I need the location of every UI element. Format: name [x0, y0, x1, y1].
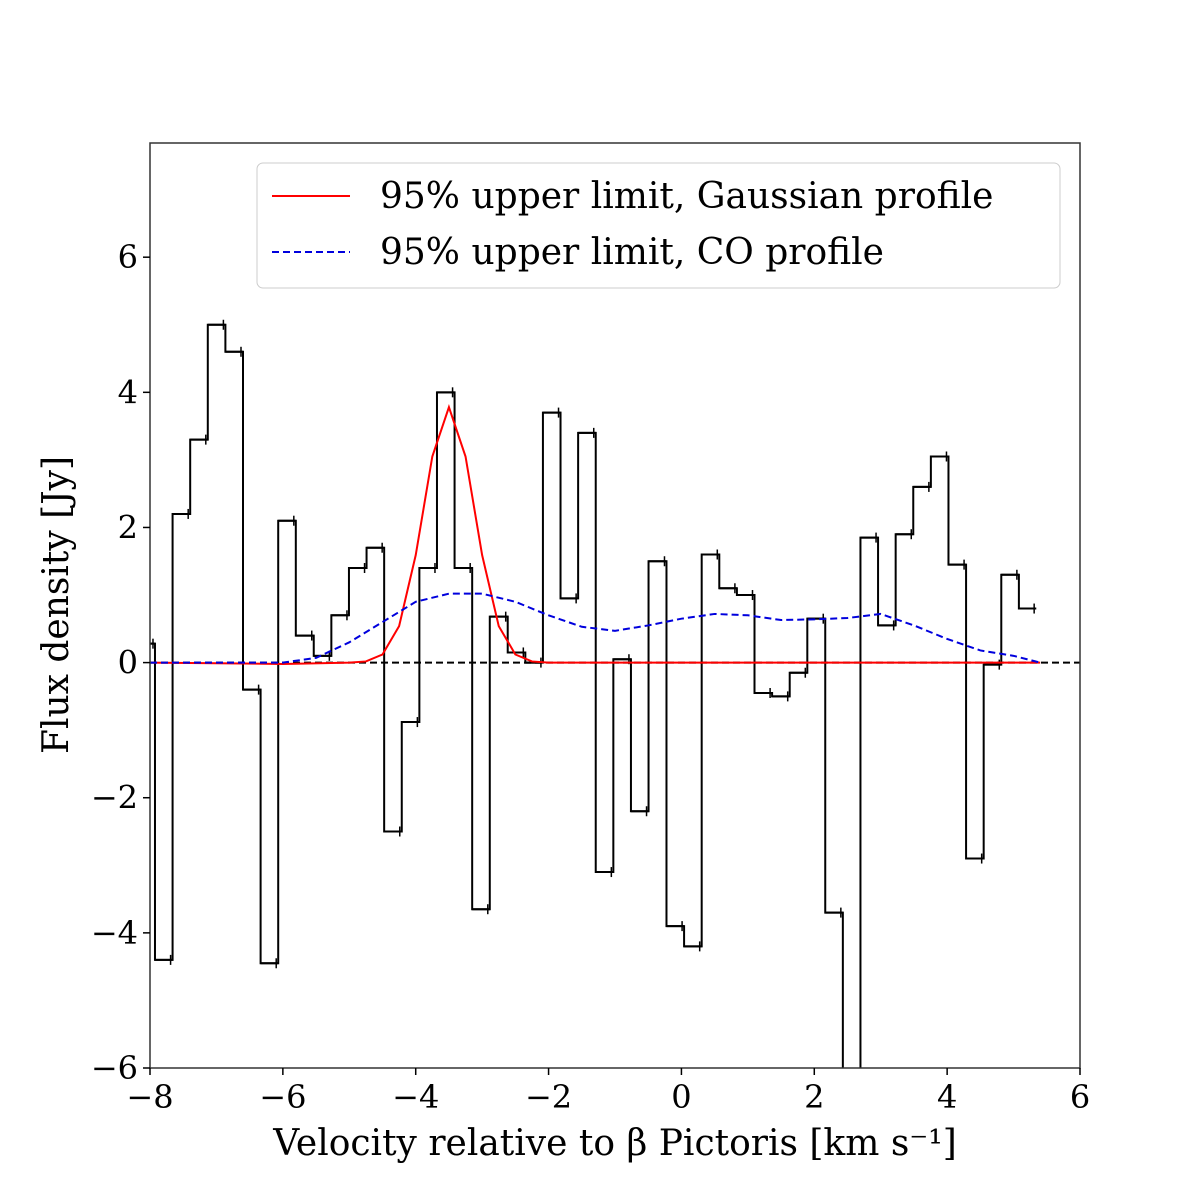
legend: [256, 162, 1061, 289]
plot-frame: [149, 142, 1081, 1069]
x-tick-label: 6: [1070, 1078, 1090, 1116]
y-tick-label: 0: [118, 644, 138, 682]
x-tick-label: 2: [804, 1078, 824, 1116]
y-tick-label: −4: [91, 914, 138, 952]
y-axis-label: Flux density [Jy]: [36, 456, 77, 754]
x-tick-label: −4: [392, 1078, 439, 1116]
y-tick-label: 2: [118, 508, 138, 546]
x-tick-label: 0: [671, 1078, 691, 1116]
spectrum-outline: [150, 323, 1037, 1068]
x-tick-label: −8: [126, 1078, 173, 1116]
x-axis-label: Velocity relative to β Pictoris [km s⁻¹]: [272, 1123, 957, 1164]
model-line: [150, 592, 1041, 664]
y-tick-label: 6: [118, 238, 138, 276]
legend-label: 95% upper limit, CO profile: [380, 232, 884, 273]
y-tick-label: −6: [91, 1049, 138, 1087]
x-tick-label: −6: [259, 1078, 306, 1116]
model-line: [150, 404, 1041, 665]
x-tick-label: −2: [525, 1078, 572, 1116]
y-tick-label: −2: [91, 779, 138, 817]
y-tick-label: 4: [118, 373, 138, 411]
legend-label: 95% upper limit, Gaussian profile: [380, 176, 993, 217]
x-tick-label: 4: [937, 1078, 957, 1116]
